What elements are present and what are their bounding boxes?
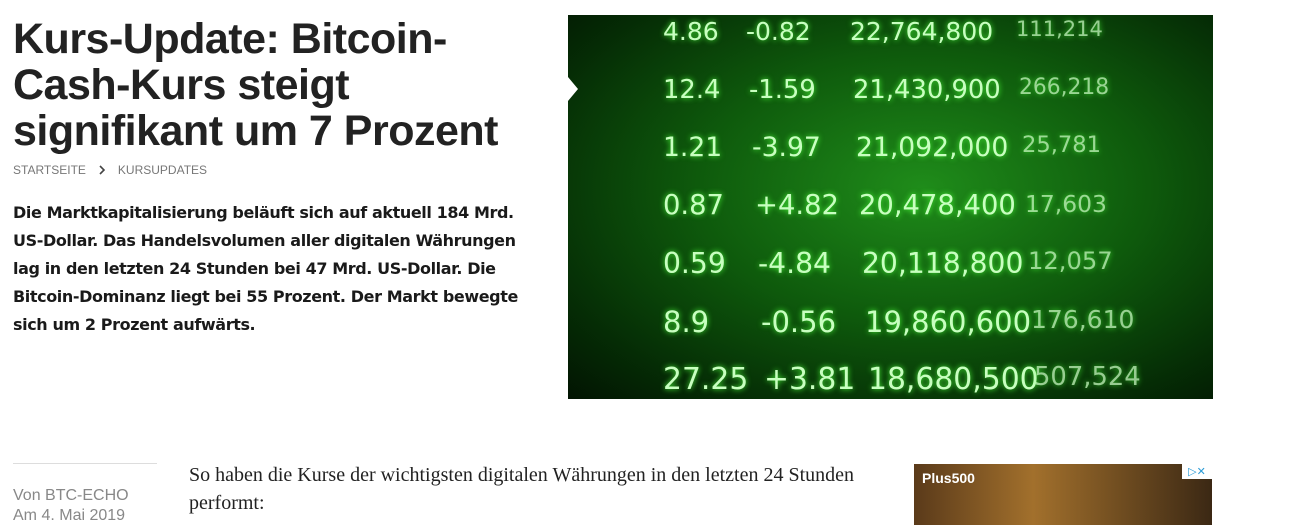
breadcrumb-separator [99,165,106,175]
ticker-value: 1.21 [663,132,723,163]
ticker-value: +4.82 [755,189,839,221]
ticker-value: 20,478,400 [859,189,1016,221]
ticker-value: 21,430,900 [853,74,1001,105]
ticker-value: 4.86 [663,17,719,46]
article-body: So haben die Kurse der wichtigsten digit… [189,464,855,514]
ticker-value: -3.97 [752,132,821,163]
ticker-value: 0.87 [663,189,724,221]
breadcrumb-link[interactable]: STARTSEITE [13,163,86,177]
breadcrumb-link[interactable]: KURSUPDATES [117,163,208,177]
ticker-value: 266,218 [1019,74,1110,100]
divider [13,463,157,464]
ticker-value: 176,610 [1031,304,1135,334]
ad-brand: Plus500 [922,470,975,486]
ticker-value: 22,764,800 [850,17,994,46]
ticker-value: 20,118,800 [862,247,1024,280]
ticker-value: 21,092,000 [856,132,1009,163]
ticker-value: 12.4 [663,74,721,105]
article-image: 4.86 -0.82 22,764,800 111,214 12.4 -1.59 21,43… [568,15,1213,399]
ticker-value: 111,214 [1016,17,1103,41]
ticker-value: 27.25 [663,362,749,397]
breadcrumbs: STARTSEITE KURSUPDATES [13,163,207,177]
ticker-value: -4.84 [758,247,831,280]
ticker-value: 12,057 [1028,247,1113,275]
ticker-value: 0.59 [663,247,726,280]
ticker-value: 8.9 [663,304,710,339]
advertisement[interactable]: Plus500 ▷✕ [914,464,1212,525]
image-arrow [568,77,578,101]
article-title: Kurs-Update: Bitcoin-Cash-Kurs steigt si… [13,15,498,155]
ticker-value: -0.82 [746,17,811,46]
ad-close[interactable]: ▷✕ [1182,464,1212,479]
ticker-value: +3.81 [764,362,856,397]
author: Von BTC-ECHO [13,487,129,505]
ticker-value: 19,860,600 [865,304,1032,339]
ticker-value: 507,524 [1034,362,1141,392]
ticker-value: 18,680,500 [868,362,1039,397]
ticker-value: 25,781 [1022,132,1102,158]
date: Am 4. Mai 2019 [13,507,126,524]
article-lead: Die Marktkapitalisierung beläuft sich au… [13,203,518,334]
ticker-value: -1.59 [749,74,816,105]
ticker-value: 17,603 [1025,189,1107,218]
author-link[interactable]: Von BTC-ECHO [13,487,129,504]
ticker-value: -0.56 [761,304,837,339]
